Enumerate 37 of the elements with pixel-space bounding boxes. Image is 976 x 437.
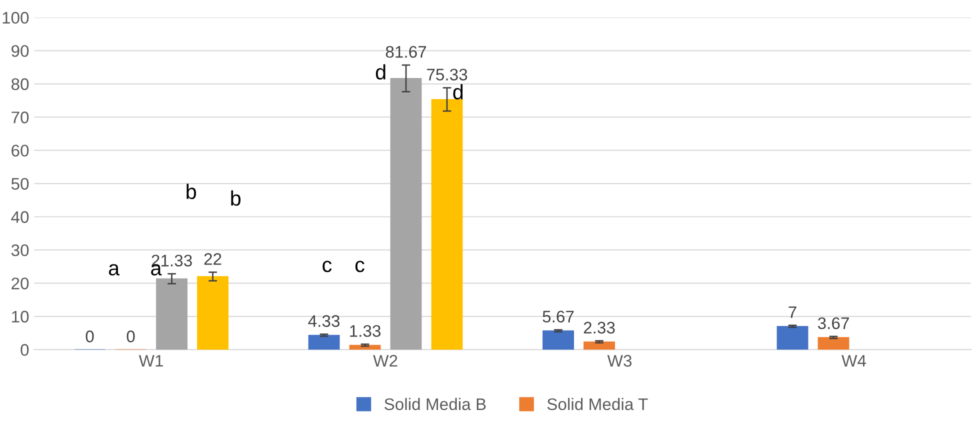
y-tick-label: 40 xyxy=(11,211,29,223)
data-label: 1.33 xyxy=(350,325,381,337)
data-label: 7 xyxy=(788,306,796,318)
x-tick-label: W4 xyxy=(842,355,866,367)
data-label: 81.67 xyxy=(386,46,426,58)
data-label: 21.33 xyxy=(152,254,192,266)
data-label: 0 xyxy=(126,330,135,342)
legend-label: Solid Media B xyxy=(384,398,486,410)
y-tick-label: 100 xyxy=(2,12,29,24)
data-label: 3.67 xyxy=(818,317,849,330)
y-tick-label: 60 xyxy=(12,144,29,157)
annotation: a xyxy=(108,264,120,276)
annotation: d xyxy=(453,84,463,100)
x-tick-label: W2 xyxy=(373,354,398,367)
annotation: a xyxy=(151,264,162,276)
y-tick-label: 50 xyxy=(11,178,29,190)
x-tick-label: W1 xyxy=(138,355,163,367)
annotation: c xyxy=(322,260,332,272)
data-label: 5.67 xyxy=(542,310,574,322)
y-tick-label: 0 xyxy=(20,344,29,356)
annotation: b xyxy=(231,190,241,206)
annotation: b xyxy=(186,184,196,200)
data-label: 22 xyxy=(204,253,222,265)
y-tick-label: 90 xyxy=(12,45,29,57)
y-tick-label: 80 xyxy=(11,78,29,90)
annotation: d xyxy=(376,64,386,80)
y-tick-label: 20 xyxy=(12,278,29,290)
legend-label: Solid Media T xyxy=(547,398,648,410)
y-tick-label: 10 xyxy=(12,310,29,323)
data-label: 2.33 xyxy=(584,322,615,334)
y-tick-label: 70 xyxy=(12,112,29,124)
y-tick-label: 30 xyxy=(11,244,29,256)
annotation: c xyxy=(355,260,364,272)
data-label: 75.33 xyxy=(427,68,468,81)
data-label: 0 xyxy=(86,330,94,342)
data-label: 4.33 xyxy=(308,315,340,327)
x-tick-label: W3 xyxy=(607,354,632,367)
